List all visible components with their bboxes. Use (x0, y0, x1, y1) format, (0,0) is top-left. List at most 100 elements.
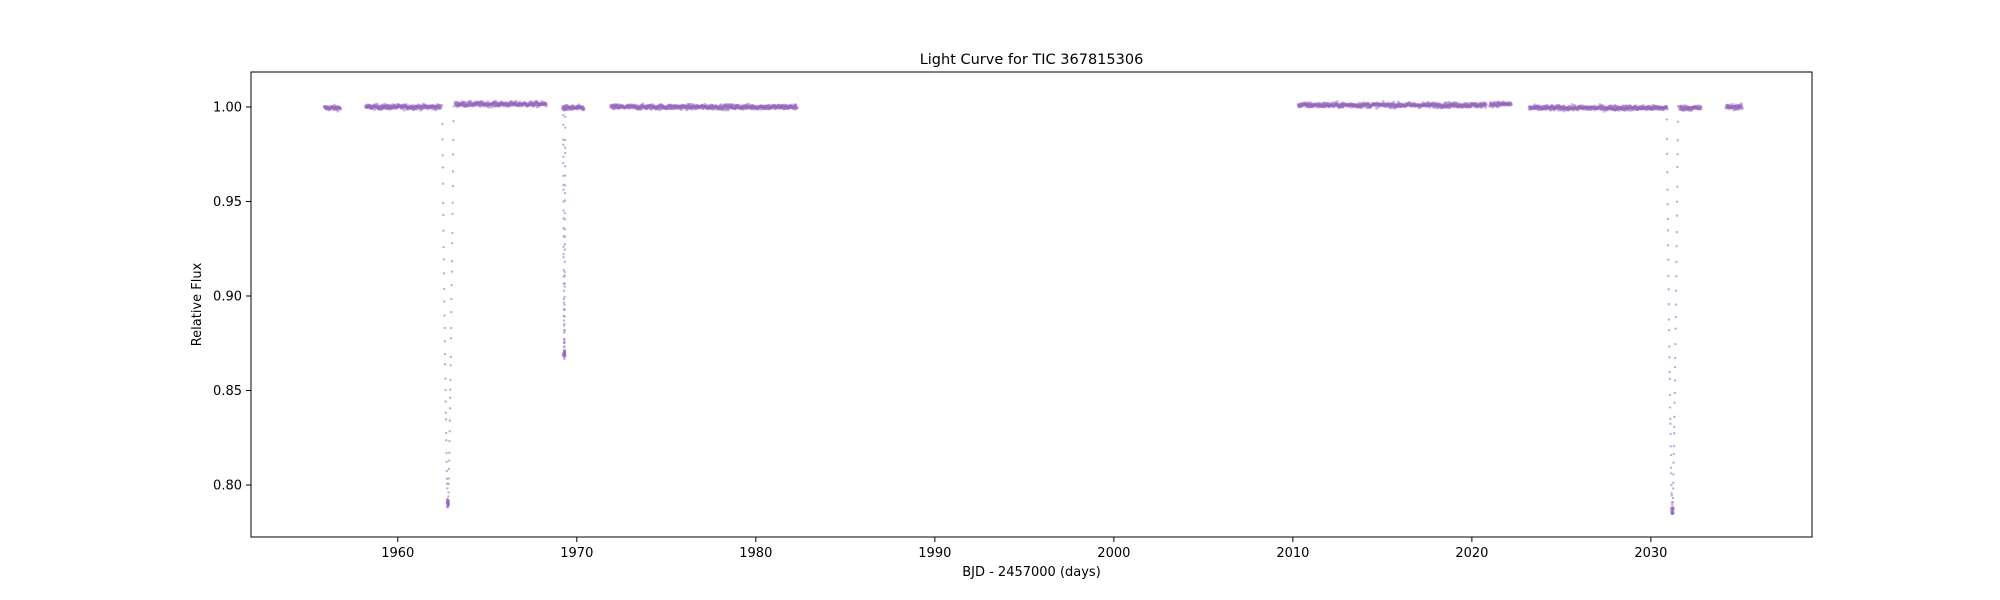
flux-point (1586, 107, 1590, 111)
flux-point (1545, 104, 1549, 108)
flux-point (1547, 107, 1551, 111)
flux-point (659, 105, 663, 109)
flux-point (397, 103, 401, 107)
flux-point (1431, 103, 1435, 107)
eclipse-point (441, 122, 444, 126)
flux-point (1334, 103, 1338, 107)
flux-point (668, 106, 672, 111)
flux-point (1386, 101, 1390, 105)
flux-point (322, 105, 326, 109)
flux-point (641, 105, 645, 110)
eclipse-point (449, 326, 453, 330)
flux-point (1631, 105, 1636, 110)
flux-point (1569, 106, 1573, 111)
flux-point (775, 106, 780, 110)
flux-point (533, 102, 537, 106)
flux-point (1619, 107, 1623, 112)
flux-point (1339, 103, 1344, 107)
eclipse-point (563, 338, 566, 341)
flux-point (1406, 101, 1410, 106)
flux-point (1603, 107, 1608, 111)
flux-point (761, 106, 765, 110)
flux-point (1587, 105, 1592, 109)
flux-point (490, 101, 494, 106)
flux-point (1330, 104, 1335, 108)
flux-point (458, 102, 462, 106)
flux-point (610, 105, 614, 110)
flux-point (365, 105, 369, 110)
flux-point (1426, 103, 1430, 107)
flux-point (664, 107, 669, 111)
flux-point (397, 104, 401, 109)
flux-point (494, 104, 498, 108)
flux-point (371, 105, 376, 109)
flux-point (1456, 105, 1460, 109)
flux-point (1601, 106, 1605, 110)
flux-point (495, 104, 499, 108)
flux-point (762, 106, 766, 110)
flux-point (736, 103, 740, 108)
flux-point (1385, 102, 1390, 107)
flux-point (1303, 103, 1307, 107)
flux-point (657, 104, 661, 108)
flux-point (1353, 103, 1357, 107)
flux-point (725, 105, 729, 109)
flux-point (1476, 103, 1480, 108)
flux-point (375, 106, 379, 110)
flux-point (1574, 106, 1578, 110)
flux-point (1549, 104, 1553, 108)
flux-point (398, 104, 402, 108)
flux-point (762, 105, 766, 109)
eclipse-point (1666, 171, 1669, 174)
flux-point (528, 102, 532, 106)
flux-point (1328, 103, 1332, 108)
flux-point (1533, 103, 1537, 107)
eclipse-point (1668, 406, 1672, 409)
eclipse-point (564, 106, 567, 109)
flux-point (1539, 105, 1543, 109)
flux-point (1484, 102, 1488, 106)
flux-point (493, 99, 497, 103)
flux-point (526, 103, 530, 107)
flux-point (1571, 106, 1575, 110)
flux-point (512, 102, 516, 106)
flux-point (1569, 106, 1574, 110)
flux-point (747, 105, 751, 109)
flux-point (714, 104, 718, 108)
flux-point (692, 106, 696, 110)
flux-point (1405, 103, 1409, 107)
flux-point (463, 104, 468, 108)
eclipse-point (1673, 425, 1676, 429)
flux-point (672, 106, 677, 111)
flux-point (1649, 107, 1653, 112)
flux-point (1644, 108, 1649, 112)
flux-point (1300, 103, 1304, 107)
flux-point (426, 105, 430, 109)
flux-point (373, 107, 377, 112)
flux-point (1363, 102, 1367, 106)
flux-point (705, 104, 709, 108)
flux-point (1600, 105, 1604, 109)
flux-point (1626, 106, 1630, 110)
flux-point (1493, 102, 1497, 106)
flux-point (1684, 107, 1688, 111)
flux-point (1384, 103, 1388, 107)
flux-point (743, 107, 747, 111)
flux-point (528, 103, 532, 107)
flux-point (388, 106, 392, 110)
flux-point (675, 105, 679, 109)
flux-point (1352, 103, 1356, 107)
flux-point (1549, 107, 1553, 111)
flux-point (1329, 103, 1334, 107)
flux-point (1725, 103, 1729, 108)
flux-point (392, 103, 396, 108)
flux-point (695, 105, 699, 109)
flux-point (403, 105, 408, 109)
flux-point (525, 103, 529, 108)
flux-point (780, 105, 784, 110)
flux-point (1308, 103, 1312, 107)
flux-point (1465, 105, 1469, 109)
flux-point (391, 105, 395, 109)
flux-point (1333, 101, 1337, 105)
eclipse-point (443, 363, 447, 366)
